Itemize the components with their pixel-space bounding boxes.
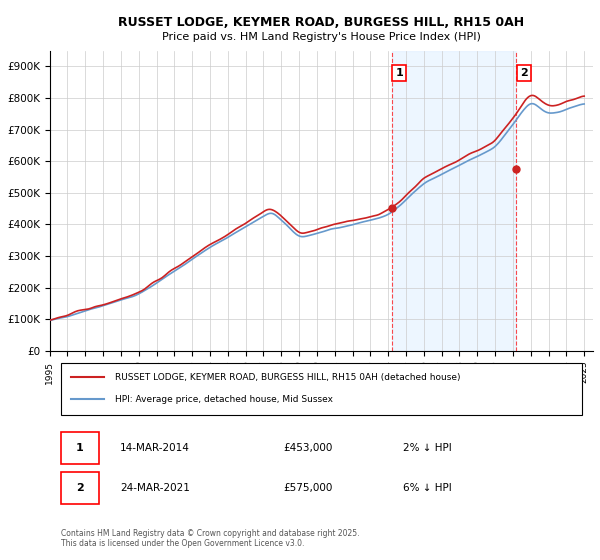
FancyBboxPatch shape bbox=[61, 472, 98, 505]
Bar bbox=[392, 50, 517, 351]
Text: Contains HM Land Registry data © Crown copyright and database right 2025.
This d: Contains HM Land Registry data © Crown c… bbox=[61, 529, 359, 548]
FancyBboxPatch shape bbox=[61, 432, 98, 464]
Text: Price paid vs. HM Land Registry's House Price Index (HPI): Price paid vs. HM Land Registry's House … bbox=[162, 32, 481, 42]
Text: £575,000: £575,000 bbox=[283, 483, 332, 493]
Text: 1: 1 bbox=[76, 443, 83, 453]
Text: 2: 2 bbox=[520, 68, 528, 78]
Text: 24-MAR-2021: 24-MAR-2021 bbox=[121, 483, 190, 493]
Text: RUSSET LODGE, KEYMER ROAD, BURGESS HILL, RH15 0AH: RUSSET LODGE, KEYMER ROAD, BURGESS HILL,… bbox=[118, 16, 524, 29]
Text: 6% ↓ HPI: 6% ↓ HPI bbox=[403, 483, 452, 493]
Text: 2: 2 bbox=[76, 483, 83, 493]
Text: HPI: Average price, detached house, Mid Sussex: HPI: Average price, detached house, Mid … bbox=[115, 395, 333, 404]
Text: 1: 1 bbox=[395, 68, 403, 78]
Text: RUSSET LODGE, KEYMER ROAD, BURGESS HILL, RH15 0AH (detached house): RUSSET LODGE, KEYMER ROAD, BURGESS HILL,… bbox=[115, 372, 460, 381]
Text: 14-MAR-2014: 14-MAR-2014 bbox=[121, 443, 190, 453]
FancyBboxPatch shape bbox=[61, 363, 582, 416]
Text: £453,000: £453,000 bbox=[283, 443, 332, 453]
Text: 2% ↓ HPI: 2% ↓ HPI bbox=[403, 443, 452, 453]
